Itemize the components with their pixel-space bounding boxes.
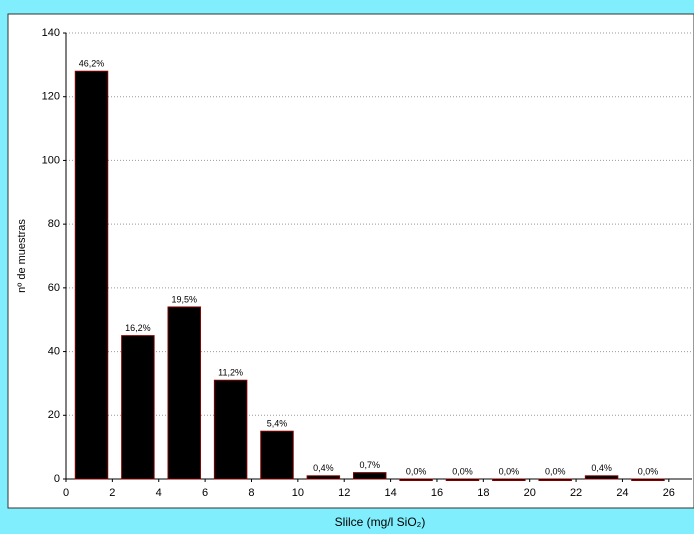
value-label: 16,2% <box>125 323 151 333</box>
value-label: 19,5% <box>171 294 197 304</box>
value-label: 0,0% <box>499 466 520 476</box>
x-tick-label: 0 <box>63 487 69 499</box>
y-tick-label: 140 <box>42 27 60 39</box>
value-label: 0,0% <box>638 466 659 476</box>
x-tick-label: 24 <box>616 487 628 499</box>
y-tick-label: 20 <box>48 409 60 421</box>
bar <box>399 478 433 481</box>
y-tick-label: 0 <box>54 473 60 485</box>
bar <box>74 70 109 480</box>
x-tick-label: 8 <box>248 487 254 499</box>
x-tick-label: 18 <box>477 487 489 499</box>
value-label: 0,7% <box>359 460 380 470</box>
x-tick-label: 26 <box>663 487 675 499</box>
bar <box>352 472 387 480</box>
value-label: 5,4% <box>267 419 288 429</box>
bar <box>631 478 665 481</box>
bar <box>121 335 155 480</box>
bar <box>584 475 619 480</box>
x-tick-label: 4 <box>156 487 162 499</box>
y-tick-label: 40 <box>48 345 60 357</box>
value-label: 11,2% <box>218 368 243 378</box>
x-tick-label: 2 <box>109 487 115 499</box>
y-axis-label: nº de muestras <box>16 219 28 293</box>
bar <box>306 475 341 480</box>
value-label: 0,0% <box>452 466 473 476</box>
x-tick-label: 10 <box>292 487 304 499</box>
x-tick-label: 16 <box>431 487 443 499</box>
x-tick-label: 12 <box>338 487 350 499</box>
value-label: 46,2% <box>79 59 105 69</box>
bar <box>492 478 526 481</box>
bar <box>445 478 480 481</box>
bar <box>167 306 201 480</box>
value-label: 0,4% <box>591 463 612 473</box>
bar <box>213 379 248 480</box>
bar <box>260 430 294 480</box>
y-tick-label: 60 <box>48 282 60 294</box>
x-axis-label: Slilce (mg/l SiO₂) <box>335 515 426 529</box>
bar <box>538 478 572 481</box>
y-tick-label: 100 <box>42 154 60 166</box>
plot-panel <box>7 13 694 509</box>
value-label: 0,4% <box>313 463 334 473</box>
y-tick-label: 80 <box>48 218 60 230</box>
x-tick-label: 6 <box>202 487 208 499</box>
x-tick-label: 14 <box>384 487 396 499</box>
x-tick-label: 22 <box>570 487 582 499</box>
value-label: 0,0% <box>406 466 427 476</box>
x-tick-label: 20 <box>524 487 536 499</box>
value-label: 0,0% <box>545 466 566 476</box>
y-tick-label: 120 <box>42 91 60 103</box>
